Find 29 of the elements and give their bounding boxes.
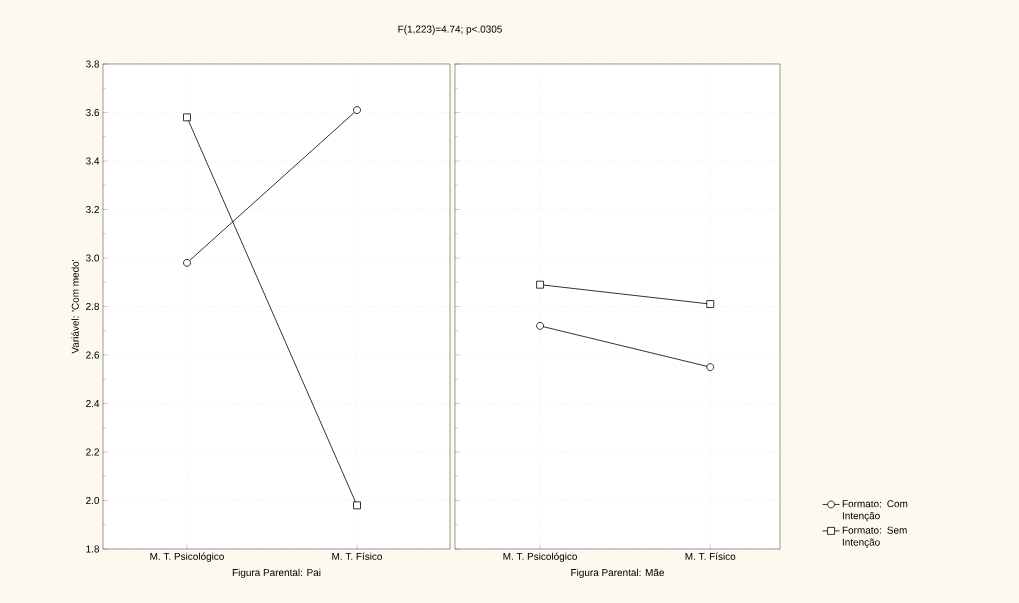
y-tick-label: 2.6 [86, 351, 100, 359]
y-tick-label: 2.0 [86, 496, 100, 505]
y-tick-label: 3.2 [86, 205, 99, 214]
x-axis-title: Figura Parental: Mãe [571, 568, 665, 579]
y-tick-label: 3.8 [86, 60, 100, 68]
x-tick-label: M. T. Físico [685, 552, 736, 560]
point [183, 258, 191, 267]
y-tick-label: 3.6 [86, 108, 100, 117]
point [536, 280, 544, 289]
y-tick-label: 2.8 [86, 302, 100, 311]
legend-label: Formato: Com Intenção [842, 500, 908, 522]
y-tick-label: 1.8 [86, 545, 100, 553]
x-tick-label: M. T. Físico [332, 552, 383, 560]
point [536, 322, 544, 330]
point [183, 113, 191, 122]
chart-title: F(1,223)=4.74; p<.0305 [398, 25, 502, 35]
point [706, 300, 715, 308]
legend-label: Formato: Sem Intenção [842, 526, 907, 548]
y-tick-label: 2.4 [86, 400, 100, 407]
y-tick-label: 2.2 [86, 448, 99, 456]
y-tick-label: 3.0 [86, 254, 100, 262]
y-axis-title: Variável: 'Com medo' [71, 259, 79, 354]
y-tick-label: 3.4 [86, 157, 100, 165]
x-tick-label: M. T. Psicológico [503, 552, 578, 562]
x-axis-title: Figura Parental: Pai [232, 568, 321, 579]
x-tick-label: M. T. Psicológico [150, 552, 224, 562]
point [706, 363, 715, 372]
point [353, 106, 361, 114]
point [353, 501, 361, 510]
